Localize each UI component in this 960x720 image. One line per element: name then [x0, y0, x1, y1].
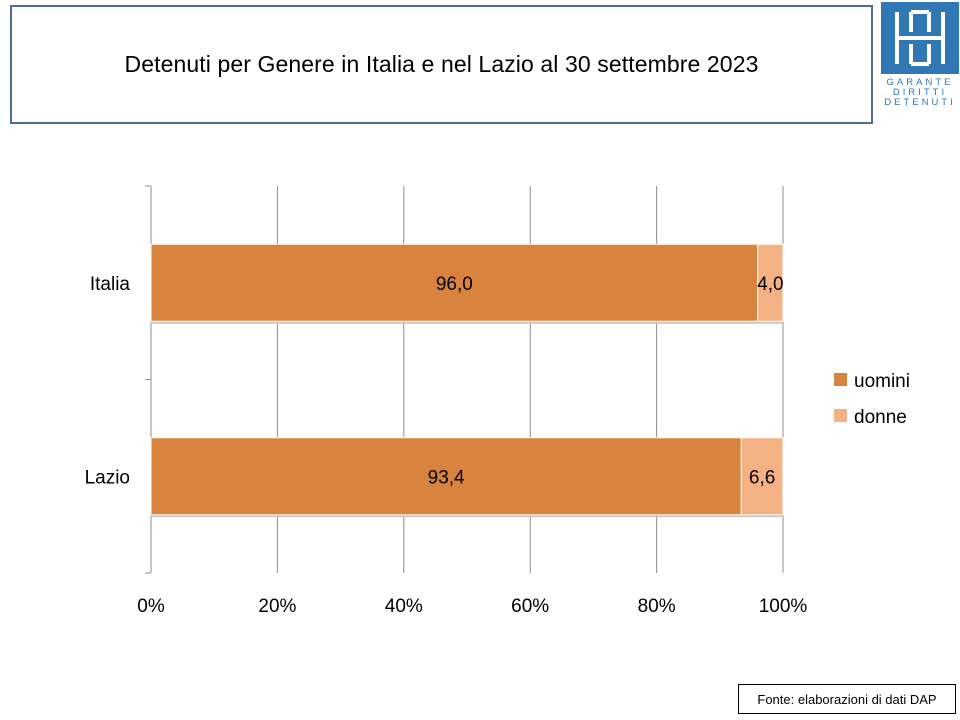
source-text: Fonte: elaborazioni di dati DAP [757, 691, 937, 707]
data-label: 93,4 [428, 467, 465, 488]
title-box: Detenuti per Genere in Italia e nel Lazi… [10, 5, 873, 124]
logo-line-2: DIRITTI [892, 87, 948, 98]
bar-donne [757, 243, 784, 322]
x-tick-label: 20% [258, 596, 296, 617]
bar-uomini [150, 243, 759, 322]
x-tick-label: 80% [638, 596, 676, 617]
category-label: Lazio [85, 467, 130, 488]
legend-swatch [834, 373, 847, 386]
legend-label: uomini [854, 371, 910, 392]
source-note: Fonte: elaborazioni di dati DAP [738, 684, 956, 714]
chart-title: Detenuti per Genere in Italia e nel Lazi… [124, 51, 759, 77]
logo-line-1: GARANTE [886, 77, 954, 88]
data-label: 6,6 [749, 467, 775, 488]
x-tick-label: 60% [511, 596, 549, 617]
x-tick-label: 100% [759, 596, 808, 617]
garante-logo: GARANTE DIRITTI DETENUTI [881, 2, 959, 110]
garante-logo-mark [881, 2, 959, 74]
stacked-bar-chart: 0% 20% 40% 60% 80% 100% Italia 96,0 4,0 Lazio 93,4… [85, 185, 910, 617]
bar-uomini [150, 437, 742, 516]
legend-label: donne [854, 407, 907, 428]
bar-donne [740, 437, 784, 516]
x-tick-label: 0% [137, 596, 165, 617]
x-tick-label: 40% [385, 596, 423, 617]
legend-swatch [834, 409, 847, 422]
data-label: 4,0 [757, 274, 783, 295]
category-label: Italia [90, 274, 131, 295]
data-label: 96,0 [436, 274, 473, 295]
logo-line-3: DETENUTI [884, 97, 956, 108]
